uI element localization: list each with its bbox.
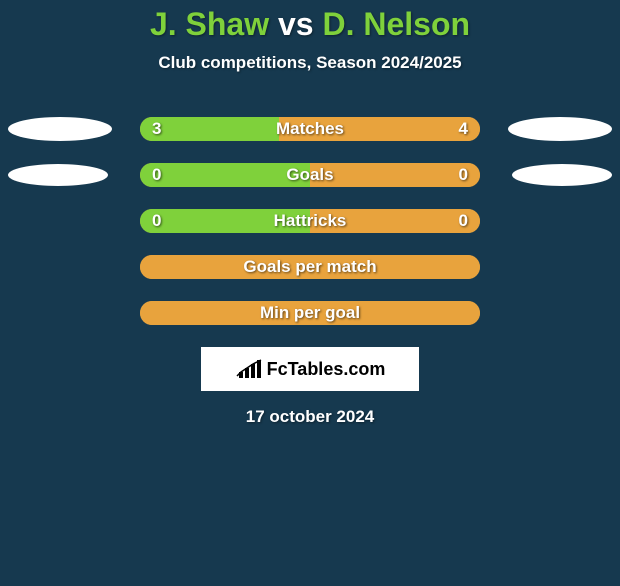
bar-chart-icon <box>235 358 263 380</box>
stat-right-value: 0 <box>459 211 468 231</box>
stat-left-value: 0 <box>152 165 161 185</box>
brand-box: FcTables.com <box>201 347 419 391</box>
stat-bar: Goals per match <box>140 255 480 279</box>
player2-name: D. Nelson <box>322 6 470 42</box>
player-ellipse-right <box>508 117 612 141</box>
stat-bar: Min per goal <box>140 301 480 325</box>
subtitle: Club competitions, Season 2024/2025 <box>0 53 620 73</box>
stat-row: 0 0 Hattricks <box>0 209 620 233</box>
stat-right-value: 4 <box>459 119 468 139</box>
stat-left-value: 0 <box>152 211 161 231</box>
player-ellipse-right <box>512 164 612 186</box>
page-title: J. Shaw vs D. Nelson <box>0 6 620 43</box>
stat-bar-left-fill <box>140 163 310 187</box>
stat-label: Goals per match <box>243 257 376 277</box>
vs-text: vs <box>269 6 322 42</box>
stat-row: 3 4 Matches <box>0 117 620 141</box>
stat-right-value: 0 <box>459 165 468 185</box>
stat-left-value: 3 <box>152 119 161 139</box>
stat-bar: 0 0 Hattricks <box>140 209 480 233</box>
player-ellipse-left <box>8 164 108 186</box>
stat-bar: 0 0 Goals <box>140 163 480 187</box>
stat-bar: 3 4 Matches <box>140 117 480 141</box>
stat-row: Min per goal <box>0 301 620 325</box>
stat-bar-right-fill <box>310 163 480 187</box>
stat-row: Goals per match <box>0 255 620 279</box>
stat-row: 0 0 Goals <box>0 163 620 187</box>
stat-label: Min per goal <box>260 303 360 323</box>
stat-label: Matches <box>276 119 344 139</box>
date-text: 17 october 2024 <box>0 407 620 427</box>
stat-rows: 3 4 Matches 0 0 Goals 0 0 Hattricks Goals per mat… <box>0 117 620 325</box>
stat-label: Goals <box>286 165 333 185</box>
player1-name: J. Shaw <box>150 6 269 42</box>
stat-label: Hattricks <box>274 211 347 231</box>
brand-text: FcTables.com <box>267 359 386 380</box>
player-ellipse-left <box>8 117 112 141</box>
